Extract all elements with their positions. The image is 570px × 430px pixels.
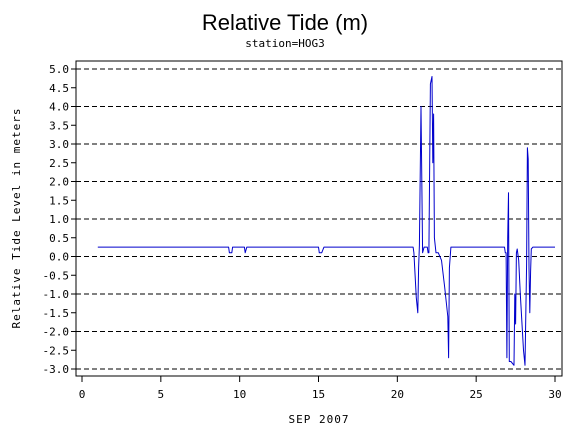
- y-tick-label: -3.0: [43, 363, 70, 376]
- y-tick-label: -2.0: [43, 326, 70, 339]
- series-line: [97, 76, 555, 366]
- gridlines: [76, 68, 562, 370]
- x-tick-label: 25: [470, 388, 483, 401]
- y-tick-label: 0.0: [49, 251, 69, 264]
- chart-title: Relative Tide (m): [202, 10, 368, 35]
- y-tick-label: 5.0: [49, 63, 69, 76]
- x-tick-label: 5: [158, 388, 165, 401]
- x-axis-label: SEP 2007: [289, 413, 350, 426]
- y-tick-label: 1.5: [49, 194, 69, 207]
- y-tick-label: 3.0: [49, 138, 69, 151]
- y-tick-label: 2.5: [49, 157, 69, 170]
- chart-subtitle: station=HOG3: [245, 37, 324, 50]
- y-tick-label: -1.5: [43, 307, 70, 320]
- y-tick-label: -1.0: [43, 288, 70, 301]
- plot-frame: [75, 60, 563, 377]
- x-tick-label: 10: [233, 388, 246, 401]
- y-tick-label: 3.5: [49, 119, 69, 132]
- y-axis-ticks: 5.0 4.5 4.0 3.5 3.0 2.5 2.0 1.5 1.0 0.5 0.0 -0.5 -1.…: [43, 63, 76, 376]
- x-tick-label: 30: [548, 388, 561, 401]
- series-group: [97, 76, 555, 366]
- x-tick-label: 0: [79, 388, 86, 401]
- x-tick-label: 20: [391, 388, 404, 401]
- y-tick-label: 1.0: [49, 213, 69, 226]
- y-tick-label: -0.5: [43, 269, 70, 282]
- y-tick-label: -2.5: [43, 344, 70, 357]
- x-axis-ticks: 0 5 10 15 20 25 30: [79, 376, 562, 401]
- y-tick-label: 4.5: [49, 82, 69, 95]
- y-tick-label: 2.0: [49, 176, 69, 189]
- y-tick-label: 4.0: [49, 101, 69, 114]
- y-tick-label: 0.5: [49, 232, 69, 245]
- y-axis-label: Relative Tide Level in meters: [10, 107, 23, 328]
- x-tick-label: 15: [312, 388, 325, 401]
